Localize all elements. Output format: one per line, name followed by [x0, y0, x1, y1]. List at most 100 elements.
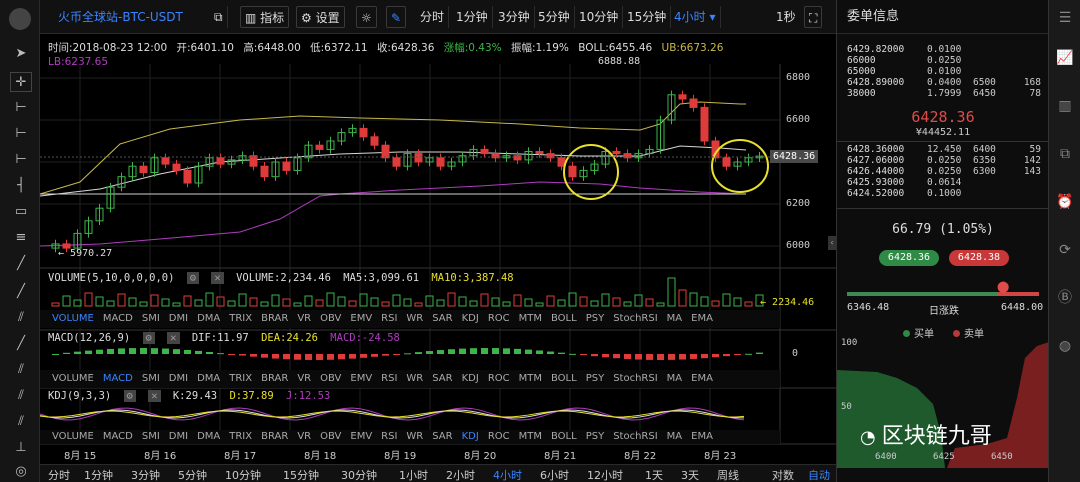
period-tab-1[interactable]: 1分钟	[452, 6, 493, 28]
asks-row[interactable]: 65000 0.0100	[837, 66, 1049, 77]
indicator-tab-volume[interactable]: VOLUME	[52, 431, 94, 442]
indicator-tab-kdj[interactable]: KDJ	[461, 313, 479, 324]
bar-chart-icon[interactable]: ▥	[1058, 98, 1072, 114]
indicator-tab-macd[interactable]: MACD	[102, 373, 133, 384]
scroll-handle[interactable]: ‹	[828, 236, 836, 250]
extended-line-icon[interactable]: ┤	[17, 178, 25, 193]
bottom-period-9[interactable]: 4小时	[493, 469, 522, 482]
indicator-tab-roc[interactable]: ROC	[487, 373, 510, 384]
log-scale-toggle[interactable]: 对数	[772, 469, 794, 482]
cursor-tool-icon[interactable]: ➤	[15, 46, 27, 61]
theme-icon[interactable]: ☼	[356, 6, 377, 28]
bottom-period-3[interactable]: 5分钟	[178, 469, 207, 482]
ruler-tool-icon[interactable]: ▭	[14, 204, 28, 219]
period-tab-3[interactable]: 5分钟	[534, 6, 575, 28]
indicator-tab-stochrsi[interactable]: StochRSI	[613, 313, 658, 324]
indicator-tab-psy[interactable]: PSY	[585, 373, 605, 384]
bottom-period-14[interactable]: 周线	[717, 469, 739, 482]
indicator-tab-smi[interactable]: SMI	[141, 431, 160, 442]
chart-area[interactable]: 时间:2018-08-23 12:00 开:6401.10 高:6448.00 …	[40, 34, 836, 464]
indicator-tab-obv[interactable]: OBV	[320, 431, 342, 442]
volume-close-icon[interactable]: ✕	[211, 272, 224, 284]
indicator-tab-psy[interactable]: PSY	[585, 313, 605, 324]
indicator-tab-psy[interactable]: PSY	[585, 431, 605, 442]
pitchfork-icon[interactable]: ╱	[17, 336, 25, 351]
indicator-tab-dma[interactable]: DMA	[197, 313, 221, 324]
indicator-tab-wr[interactable]: WR	[406, 431, 424, 442]
indicator-tab-trix[interactable]: TRIX	[229, 313, 253, 324]
indicator-tab-smi[interactable]: SMI	[141, 313, 160, 324]
bids-row[interactable]: 6428.36000 12.450 6400 59	[837, 144, 1049, 155]
bids-row[interactable]: 6424.52000 0.1000	[837, 188, 1049, 199]
bottom-period-13[interactable]: 3天	[681, 469, 699, 482]
indicator-tab-brar[interactable]: BRAR	[261, 431, 289, 442]
period-tab-0[interactable]: 分时	[416, 6, 450, 28]
indicator-tab-sar[interactable]: SAR	[432, 373, 453, 384]
indicator-tab-dma[interactable]: DMA	[197, 373, 221, 384]
period-tab-4[interactable]: 10分钟	[575, 6, 624, 28]
ray-tool-icon[interactable]: ⊢	[15, 126, 27, 141]
volume-settings-icon[interactable]: ⚙	[186, 272, 200, 284]
indicator-tab-ema[interactable]: EMA	[691, 431, 713, 442]
indicator-tab-stochrsi[interactable]: StochRSI	[613, 373, 658, 384]
indicator-tab-rsi[interactable]: RSI	[381, 373, 398, 384]
indicator-tab-vr[interactable]: VR	[297, 373, 312, 384]
refresh-icon[interactable]: ⟳	[1059, 242, 1071, 258]
indicator-tab-boll[interactable]: BOLL	[551, 313, 577, 324]
indicator-tab-emv[interactable]: EMV	[350, 431, 373, 442]
sell-price-button[interactable]: 6428.38	[949, 250, 1009, 266]
indicator-tab-ma[interactable]: MA	[666, 373, 683, 384]
parallel-lines-icon[interactable]: ≡	[15, 230, 27, 245]
indicator-tab-trix[interactable]: TRIX	[229, 373, 253, 384]
period-dropdown[interactable]: 4小时 ▾	[670, 6, 721, 28]
indicator-tab-sar[interactable]: SAR	[432, 431, 453, 442]
arc-tool-icon[interactable]: ⊥	[15, 440, 27, 455]
circle-tool-icon[interactable]: ◎	[15, 464, 27, 479]
bottom-period-6[interactable]: 30分钟	[341, 469, 377, 482]
macd-settings-icon[interactable]: ⚙	[142, 332, 155, 344]
segment-tool-icon[interactable]: ⊢	[15, 100, 27, 115]
indicator-tab-dmi[interactable]: DMI	[168, 373, 189, 384]
bottom-period-12[interactable]: 1天	[645, 469, 663, 482]
indicator-tab-trix[interactable]: TRIX	[229, 431, 253, 442]
indicator-tab-mtm[interactable]: MTM	[518, 313, 542, 324]
gann-tool-icon[interactable]: ⫽	[18, 388, 24, 403]
indicator-tab-vr[interactable]: VR	[297, 431, 312, 442]
trend-angle-icon[interactable]: ╱	[17, 284, 25, 299]
copy-icon[interactable]: ⧉	[1060, 146, 1070, 162]
indicator-tab-kdj[interactable]: KDJ	[461, 431, 479, 442]
fullscreen-icon[interactable]: ⛶	[804, 6, 823, 28]
indicator-tab-boll[interactable]: BOLL	[551, 373, 577, 384]
indicator-tab-obv[interactable]: OBV	[320, 373, 342, 384]
fib-tool-icon[interactable]: ⫽	[18, 362, 24, 377]
fan-tool-icon[interactable]: ⫽	[18, 414, 24, 429]
indicator-tab-dmi[interactable]: DMI	[168, 313, 189, 324]
bids-row[interactable]: 6426.44000 0.0250 6300 143	[837, 166, 1049, 177]
buy-price-button[interactable]: 6428.36	[879, 250, 939, 266]
indicator-tab-ema[interactable]: EMA	[691, 313, 713, 324]
indicator-tab-emv[interactable]: EMV	[350, 313, 373, 324]
asks-row[interactable]: 6428.89000 0.0400 6500 168	[837, 77, 1049, 88]
bottom-period-11[interactable]: 12小时	[587, 469, 623, 482]
share-icon[interactable]: ⧉	[210, 6, 228, 28]
crosshair-tool-icon[interactable]: ✛	[10, 72, 32, 92]
indicator-tab-rsi[interactable]: RSI	[381, 431, 398, 442]
candlestick-chart-svg[interactable]	[40, 34, 836, 464]
bottom-period-4[interactable]: 10分钟	[225, 469, 261, 482]
channel-tool-icon[interactable]: ⫽	[18, 310, 24, 325]
indicator-tab-vr[interactable]: VR	[297, 313, 312, 324]
hline-tool-icon[interactable]: ⊢	[15, 152, 27, 167]
clock-icon[interactable]: ⏰	[1056, 194, 1074, 210]
period-tab-2[interactable]: 3分钟	[494, 6, 535, 28]
indicator-tab-stochrsi[interactable]: StochRSI	[613, 431, 658, 442]
indicator-tab-macd[interactable]: MACD	[102, 431, 133, 442]
indicator-tab-dma[interactable]: DMA	[197, 431, 221, 442]
asks-row[interactable]: 6429.82000 0.0100	[837, 44, 1049, 55]
indicator-tab-roc[interactable]: ROC	[487, 313, 510, 324]
indicator-tab-mtm[interactable]: MTM	[518, 431, 542, 442]
indicator-tab-kdj[interactable]: KDJ	[461, 373, 479, 384]
indicator-tab-ma[interactable]: MA	[666, 431, 683, 442]
indicator-tab-rsi[interactable]: RSI	[381, 313, 398, 324]
indicator-tab-wr[interactable]: WR	[406, 313, 424, 324]
draw-pen-icon[interactable]: ✎	[386, 6, 407, 28]
